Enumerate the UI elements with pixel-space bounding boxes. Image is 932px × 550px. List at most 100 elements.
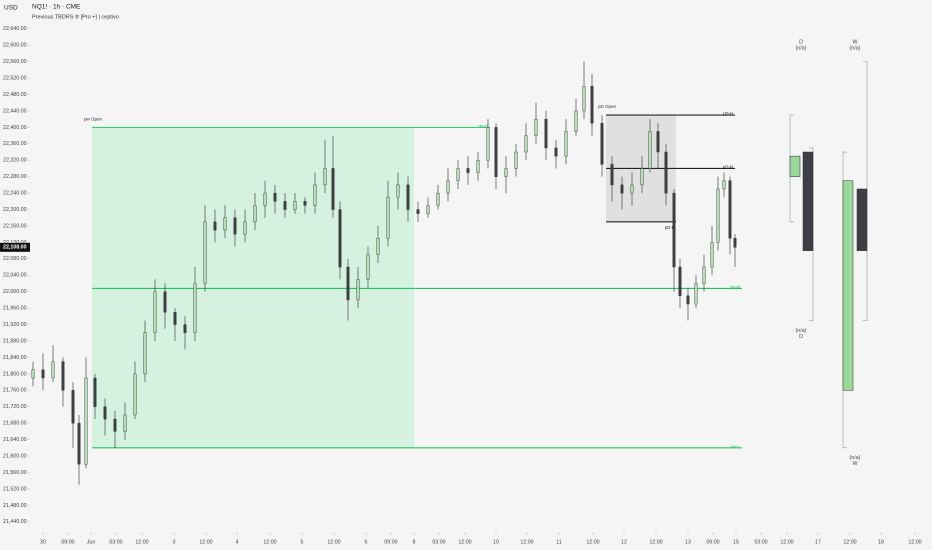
x-tick-label: 12:00 — [263, 539, 276, 545]
x-tick-label: 09:00 — [61, 539, 74, 545]
htf-projection: D(n/a)(n/a)DW(n/a)(n/a)W — [789, 39, 868, 467]
y-tick-label: 22,280.00 — [3, 174, 27, 180]
candle-body — [582, 86, 586, 112]
y-tick-label: 22,600.00 — [3, 43, 27, 49]
candle-body — [51, 361, 55, 379]
candle-body — [283, 201, 287, 210]
candle-body — [610, 164, 614, 186]
htf-body — [789, 155, 801, 177]
y-tick-label: 21,480.00 — [3, 503, 27, 509]
y-tick-label: 21,720.00 — [3, 404, 27, 410]
x-tick-label: 12:00 — [458, 539, 471, 545]
y-tick-label: 22,080.00 — [3, 256, 27, 262]
candle-body — [193, 283, 197, 333]
x-tick-label: 12 — [621, 539, 627, 545]
chart-subtitle: Previous TBDRS ® [Pro +] | ceptivo — [32, 13, 119, 20]
candle-body — [61, 361, 65, 391]
x-tick-label: 5 — [301, 539, 304, 545]
last-price-label: 22,108.00 — [3, 245, 27, 251]
candle-body — [213, 221, 217, 231]
x-tick-label: 13 — [685, 539, 691, 545]
y-tick-label: 22,440.00 — [3, 108, 27, 114]
candle-body — [476, 160, 480, 173]
level-label: pD-M — [723, 165, 734, 170]
x-tick-label: 8 — [413, 539, 416, 545]
x-tick-label: 12:00 — [843, 539, 856, 545]
y-tick-label: 22,480.00 — [3, 92, 27, 98]
y-tick-label: 22,520.00 — [3, 75, 27, 81]
x-tick-label: 12:00 — [327, 539, 340, 545]
candle-body — [514, 151, 518, 169]
candle-body — [494, 127, 498, 177]
candle-body — [293, 201, 297, 210]
candle-body — [223, 217, 227, 231]
y-tick-label: 21,800.00 — [3, 371, 27, 377]
htf-body — [842, 180, 854, 391]
candle-body — [313, 184, 317, 206]
candle-body — [233, 217, 237, 235]
candle-body — [123, 414, 127, 432]
candle-body — [303, 201, 307, 206]
x-tick-label: 10 — [493, 539, 499, 545]
y-tick-label: 22,040.00 — [3, 273, 27, 279]
level-label: pD-H — [723, 111, 733, 116]
x-tick-label: Jun — [87, 539, 96, 545]
y-tick-label: 22,160.00 — [3, 223, 27, 229]
y-tick-label: 21,920.00 — [3, 322, 27, 328]
candle-body — [84, 377, 88, 465]
candle-body — [640, 168, 644, 186]
y-tick-label: 21,840.00 — [3, 355, 27, 361]
candle-body — [446, 180, 450, 194]
levels: pw-H pw-M pw-L pD-H pD-M pD-L — [92, 111, 742, 449]
y-tick-label: 21,520.00 — [3, 486, 27, 492]
x-tick-label: 03:00 — [109, 539, 122, 545]
x-tick-label: 12:00 — [908, 539, 921, 545]
x-tick-label: 17 — [815, 539, 821, 545]
candle-body — [710, 242, 714, 268]
x-tick-label: 09:00 — [706, 539, 719, 545]
candle-body — [356, 279, 360, 301]
candle-body — [273, 192, 277, 202]
candle-body — [466, 168, 470, 173]
candle-body — [672, 192, 676, 268]
candle-body — [396, 184, 400, 198]
candle-body — [600, 123, 604, 165]
x-tick-label: 09:00 — [384, 539, 397, 545]
candle-body — [534, 118, 538, 136]
candle-body — [554, 147, 558, 157]
candle-body — [664, 151, 668, 194]
candle-body — [31, 369, 35, 379]
candle-body — [71, 390, 75, 424]
level-label: pw-L — [731, 444, 741, 449]
htf-label: D — [799, 334, 803, 340]
candle-body — [728, 180, 732, 239]
candle-body — [686, 295, 690, 305]
y-tick-label: 21,640.00 — [3, 437, 27, 443]
candle-body — [183, 324, 187, 333]
y-tick-label: 22,320.00 — [3, 158, 27, 164]
htf-label: W — [853, 39, 858, 45]
y-tick-label: 22,200.00 — [3, 207, 27, 213]
candle-body — [630, 184, 634, 194]
candle-body — [113, 418, 117, 432]
zones: pw Open pD Open — [84, 104, 676, 448]
x-tick-label: 15 — [733, 539, 739, 545]
x-tick-label: 3 — [173, 539, 176, 545]
htf-note: (n/a) — [796, 45, 807, 51]
x-tick-label: 12:00 — [199, 539, 212, 545]
candle-body — [163, 291, 167, 313]
x-tick-label: 30 — [40, 539, 46, 545]
currency: USD — [4, 5, 18, 12]
level-label: pw-M — [730, 285, 741, 290]
candle-body — [77, 422, 81, 465]
zone-label: pw Open — [84, 117, 103, 122]
x-tick-label: 03:00 — [754, 539, 767, 545]
candle-body — [524, 135, 528, 153]
y-tick-label: 22,000.00 — [3, 289, 27, 295]
htf-note: (n/a) — [850, 455, 861, 461]
candle-body — [648, 131, 652, 169]
y-tick-label: 22,120.00 — [3, 240, 27, 246]
candle-body — [406, 184, 410, 210]
candle-body — [656, 131, 660, 153]
